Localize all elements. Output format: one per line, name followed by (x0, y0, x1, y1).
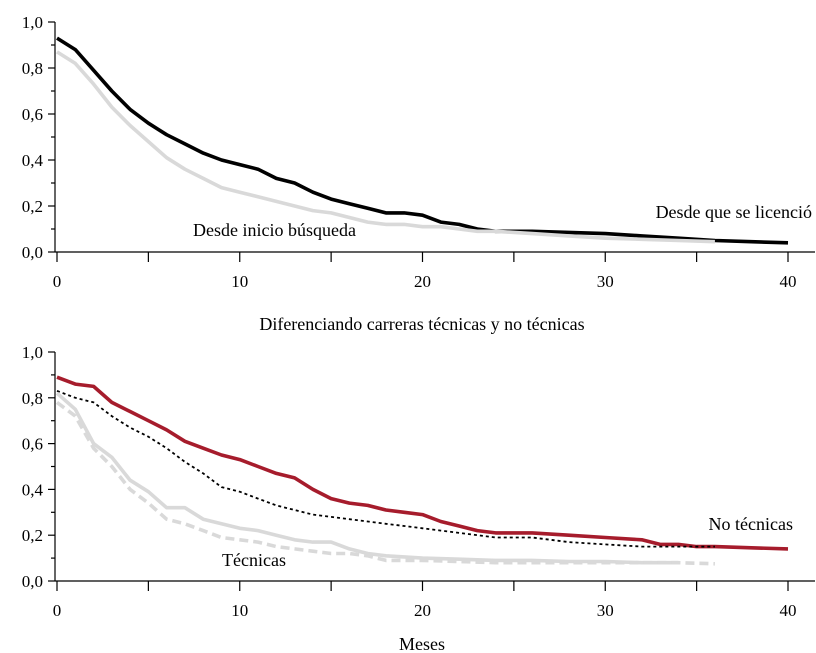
y-tick-label: 0,2 (22, 197, 43, 216)
x-tick-label: 40 (780, 272, 797, 291)
annotation-label: No técnicas (709, 514, 793, 534)
series-line-1 (56, 50, 715, 244)
series-line-2 (55, 391, 679, 565)
chart-title: Diferenciando carreras técnicas y no téc… (259, 314, 584, 334)
x-tick-label: 10 (231, 601, 248, 620)
x-tick-label: 20 (414, 272, 431, 291)
y-tick-label: 0,2 (22, 526, 43, 545)
x-axis-label: Meses (399, 634, 445, 653)
y-tick-label: 0,6 (22, 435, 43, 454)
y-tick-label: 0,4 (22, 151, 44, 170)
annotation-label: Técnicas (222, 550, 286, 570)
y-tick-label: 0,0 (22, 243, 43, 262)
y-tick-label: 0,4 (22, 480, 44, 499)
y-tick-label: 1,0 (22, 343, 43, 362)
annotation-label: Desde inicio búsqueda (193, 220, 356, 240)
panel-bottom: 0,0 0,2 0,4 0,6 0,8 1,0 0 10 20 30 40 No técnicas Té… (22, 314, 815, 653)
x-tick-label: 0 (53, 601, 62, 620)
x-tick-label: 30 (597, 272, 614, 291)
x-tick-label: 40 (780, 601, 797, 620)
panel-top: 0,0 0,2 0,4 0,6 0,8 1,0 0 10 20 30 40 Desde que se … (22, 13, 815, 291)
y-tick-label: 0,8 (22, 389, 43, 408)
series-line-3 (55, 400, 715, 566)
x-tick-label: 10 (231, 272, 248, 291)
series-line-1 (56, 390, 715, 548)
annotation-label: Desde que se licenció (656, 202, 812, 222)
y-tick-label: 0,6 (22, 105, 43, 124)
x-tick-label: 20 (414, 601, 431, 620)
series-line-0 (56, 375, 789, 551)
series-line-0 (56, 36, 789, 245)
x-tick-label: 0 (53, 272, 62, 291)
y-tick-label: 0,8 (22, 59, 43, 78)
y-tick-label: 0,0 (22, 572, 43, 591)
y-tick-label: 1,0 (22, 13, 43, 32)
x-tick-label: 30 (597, 601, 614, 620)
